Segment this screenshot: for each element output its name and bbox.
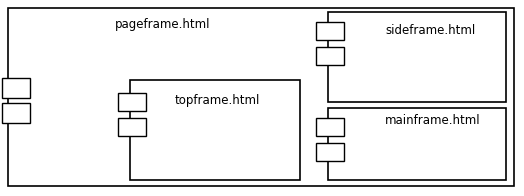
Bar bbox=[118, 118, 146, 136]
Text: mainframe.html: mainframe.html bbox=[385, 113, 481, 126]
Bar bbox=[118, 93, 146, 111]
Bar bbox=[2, 78, 30, 98]
Text: pageframe.html: pageframe.html bbox=[115, 18, 211, 31]
Text: topframe.html: topframe.html bbox=[175, 93, 260, 106]
Bar bbox=[316, 143, 344, 161]
Bar bbox=[328, 108, 506, 180]
Bar bbox=[2, 103, 30, 123]
Bar bbox=[316, 22, 344, 40]
Bar bbox=[328, 12, 506, 102]
Bar bbox=[316, 47, 344, 65]
Bar bbox=[316, 118, 344, 136]
Text: sideframe.html: sideframe.html bbox=[385, 24, 475, 36]
Bar bbox=[130, 80, 300, 180]
